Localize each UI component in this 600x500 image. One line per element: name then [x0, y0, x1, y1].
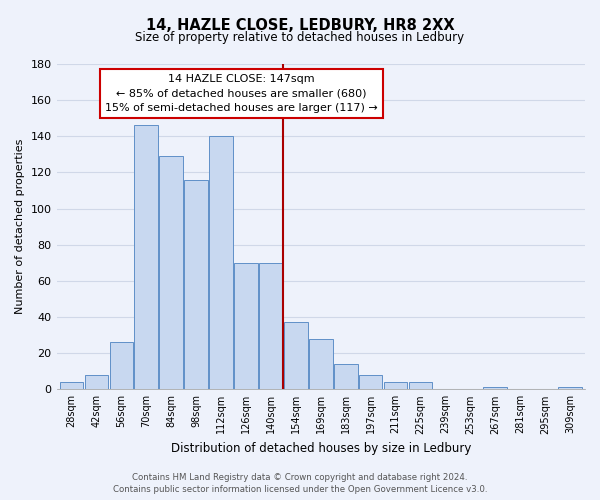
Bar — [284, 322, 308, 390]
Bar — [384, 382, 407, 390]
Bar — [259, 263, 283, 390]
Text: 14 HAZLE CLOSE: 147sqm
← 85% of detached houses are smaller (680)
15% of semi-de: 14 HAZLE CLOSE: 147sqm ← 85% of detached… — [105, 74, 378, 112]
Bar — [110, 342, 133, 390]
Bar — [309, 338, 332, 390]
Bar — [209, 136, 233, 390]
X-axis label: Distribution of detached houses by size in Ledbury: Distribution of detached houses by size … — [170, 442, 471, 455]
Bar — [184, 180, 208, 390]
Bar — [160, 156, 183, 390]
Text: Contains HM Land Registry data © Crown copyright and database right 2024.
Contai: Contains HM Land Registry data © Crown c… — [113, 472, 487, 494]
Bar — [59, 382, 83, 390]
Bar — [409, 382, 433, 390]
Bar — [558, 388, 582, 390]
Bar — [484, 388, 507, 390]
Y-axis label: Number of detached properties: Number of detached properties — [15, 139, 25, 314]
Text: 14, HAZLE CLOSE, LEDBURY, HR8 2XX: 14, HAZLE CLOSE, LEDBURY, HR8 2XX — [146, 18, 454, 32]
Text: Size of property relative to detached houses in Ledbury: Size of property relative to detached ho… — [136, 31, 464, 44]
Bar — [234, 263, 258, 390]
Bar — [359, 375, 382, 390]
Bar — [85, 375, 108, 390]
Bar — [134, 126, 158, 390]
Bar — [334, 364, 358, 390]
